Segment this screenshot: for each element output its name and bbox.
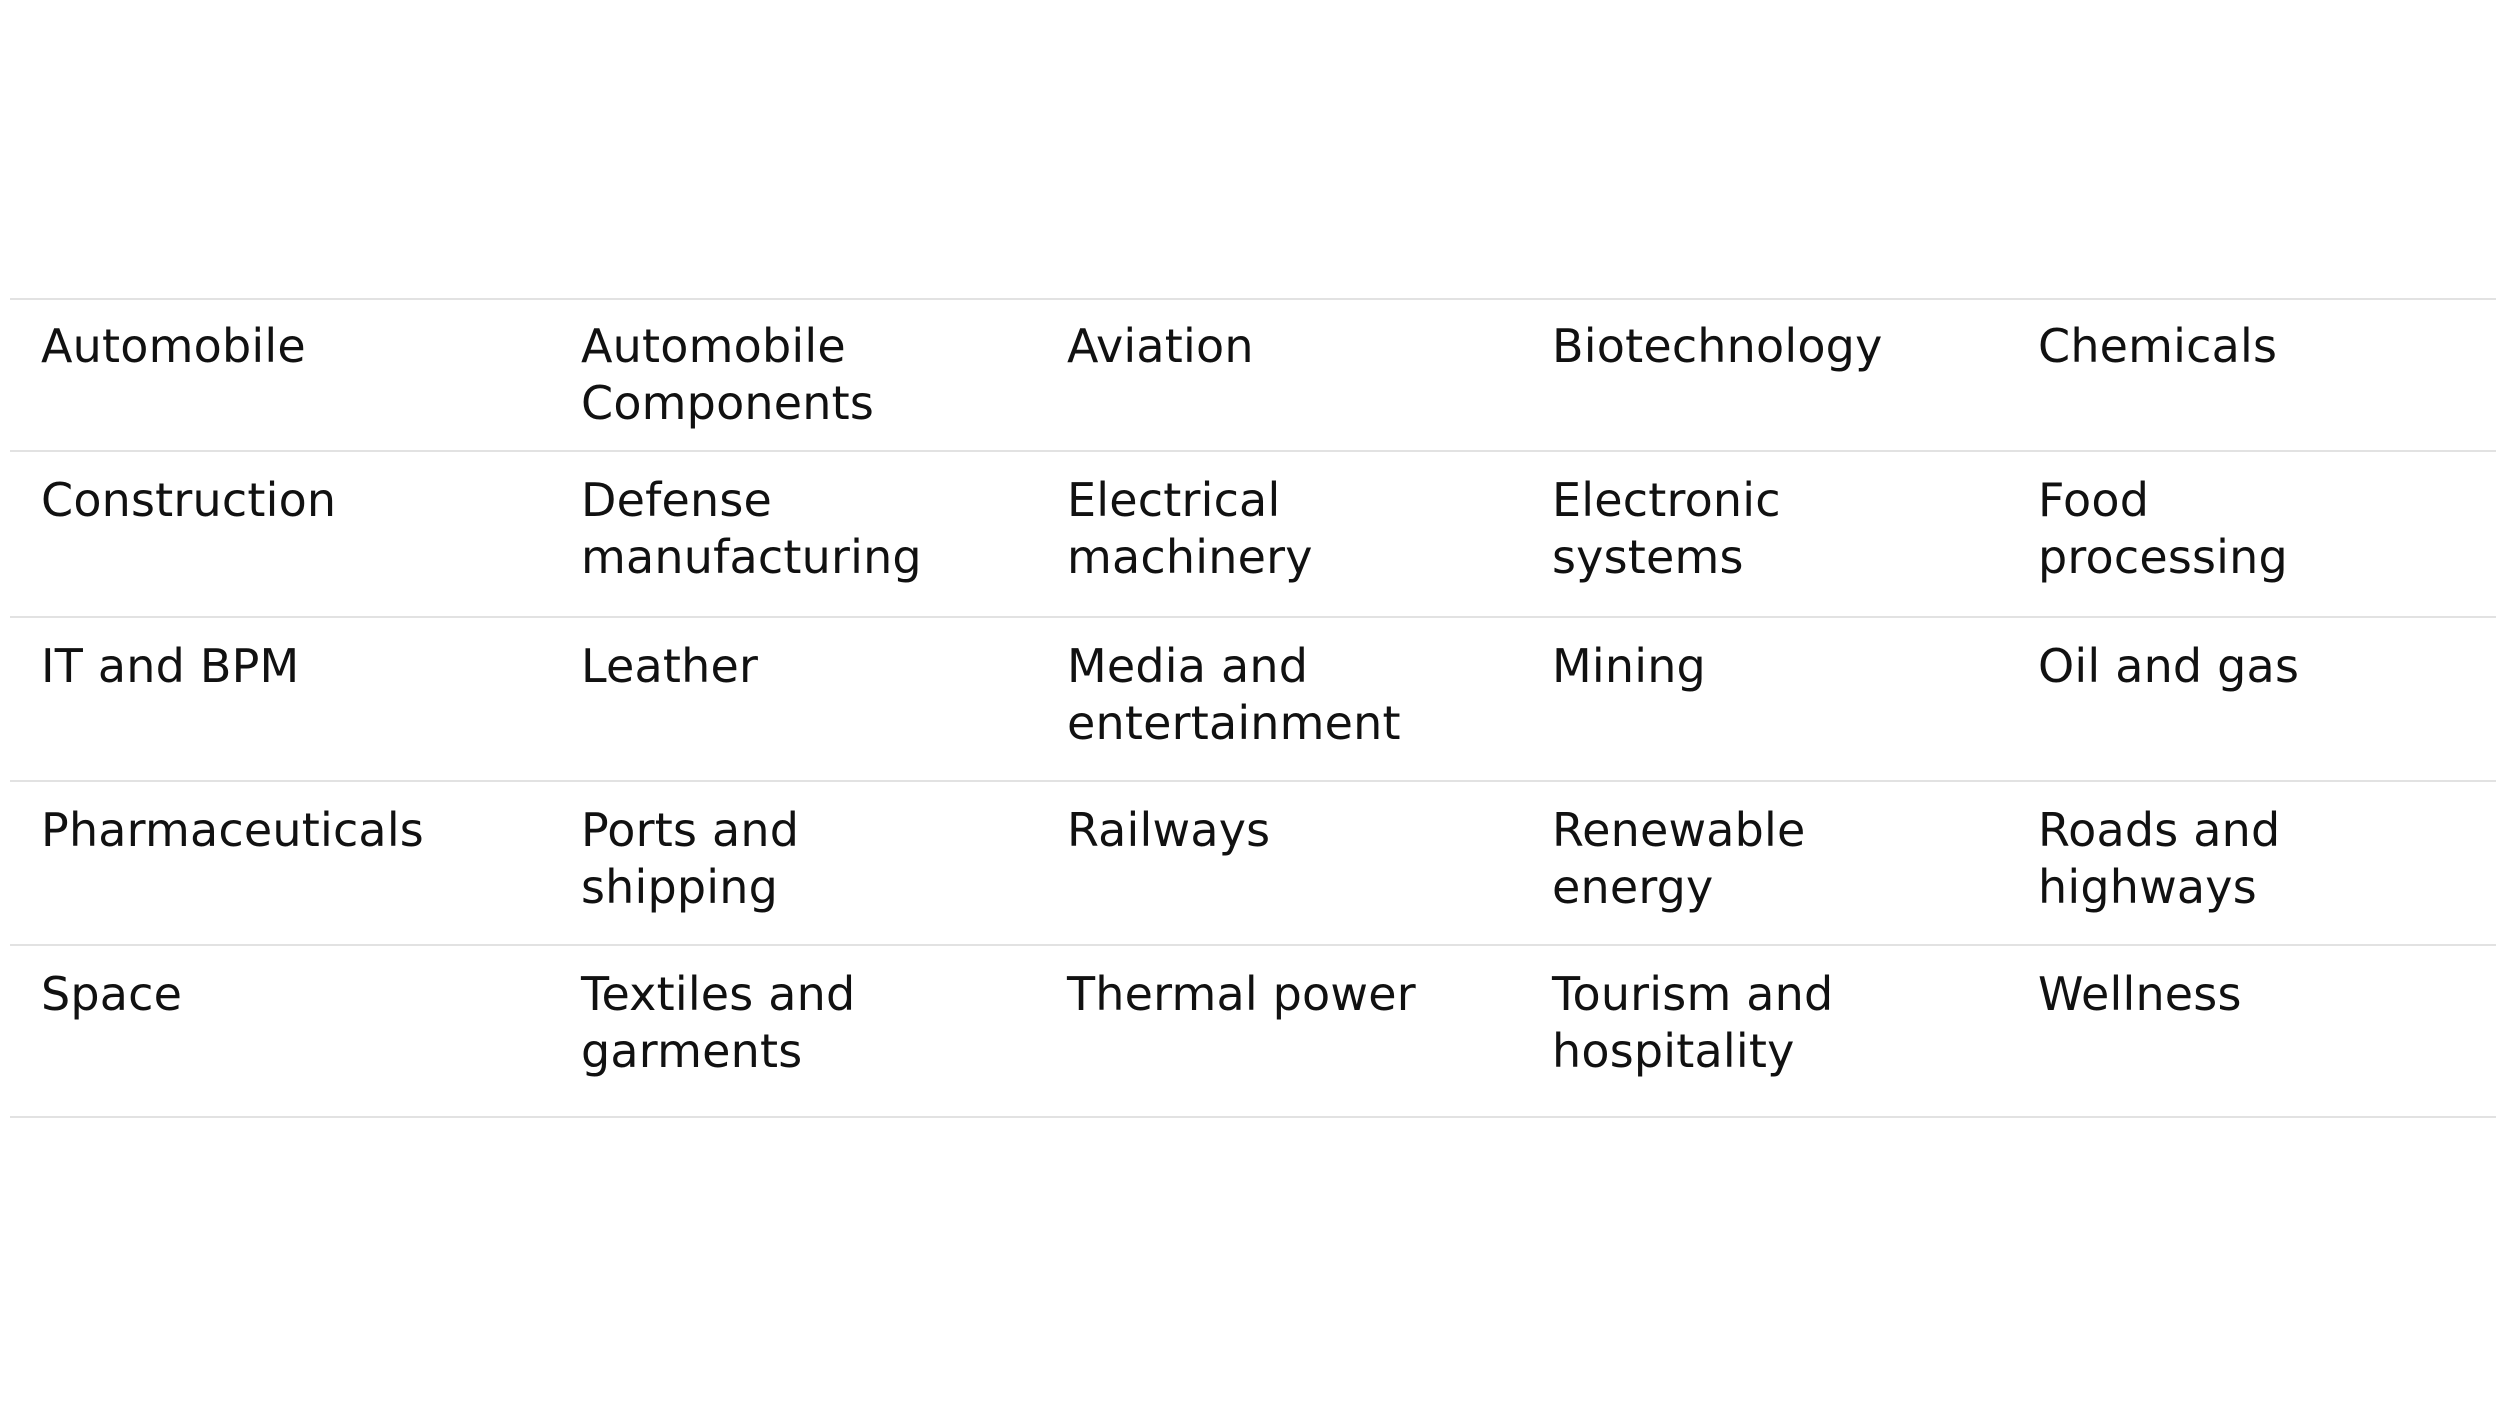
table-cell: Construction bbox=[41, 473, 337, 527]
table-row: Pharmaceuticals Ports and shipping Railw… bbox=[10, 781, 2496, 945]
table-cell: Automobile Components bbox=[581, 319, 875, 430]
table-row: Automobile Automobile Components Aviatio… bbox=[10, 299, 2496, 451]
table-cell: Railways bbox=[1067, 803, 1271, 857]
table-row: IT and BPM Leather Media and entertainme… bbox=[10, 617, 2496, 781]
table-cell: Aviation bbox=[1067, 319, 1254, 373]
table-cell: IT and BPM bbox=[41, 639, 300, 693]
table-row: Construction Defense manufacturing Elect… bbox=[10, 451, 2496, 617]
sector-table: Automobile Automobile Components Aviatio… bbox=[10, 298, 2496, 1118]
table-cell: Mining bbox=[1552, 639, 1706, 693]
table-cell: Defense manufacturing bbox=[581, 473, 922, 584]
table-cell: Thermal power bbox=[1067, 967, 1416, 1021]
table-cell: Roads and highways bbox=[2038, 803, 2281, 914]
table-row: Space Textiles and garments Thermal powe… bbox=[10, 945, 2496, 1117]
table-cell: Wellness bbox=[2038, 967, 2242, 1021]
table-cell: Textiles and garments bbox=[581, 967, 856, 1078]
table-cell: Biotechnology bbox=[1552, 319, 1883, 373]
table-cell: Electronic systems bbox=[1552, 473, 1781, 584]
table-cell: Electrical machinery bbox=[1067, 473, 1313, 584]
table-cell: Automobile bbox=[41, 319, 306, 373]
table-cell: Pharmaceuticals bbox=[41, 803, 424, 857]
table-cell: Food processing bbox=[2038, 473, 2288, 584]
table-cell: Ports and shipping bbox=[581, 803, 800, 914]
table-cell: Chemicals bbox=[2038, 319, 2278, 373]
table-cell: Media and entertainment bbox=[1067, 639, 1401, 750]
table-cell: Oil and gas bbox=[2038, 639, 2300, 693]
table-cell: Leather bbox=[581, 639, 759, 693]
table-cell: Tourism and hospitality bbox=[1552, 967, 1834, 1078]
table-cell: Renewable energy bbox=[1552, 803, 1806, 914]
table-cell: Space bbox=[41, 967, 183, 1021]
